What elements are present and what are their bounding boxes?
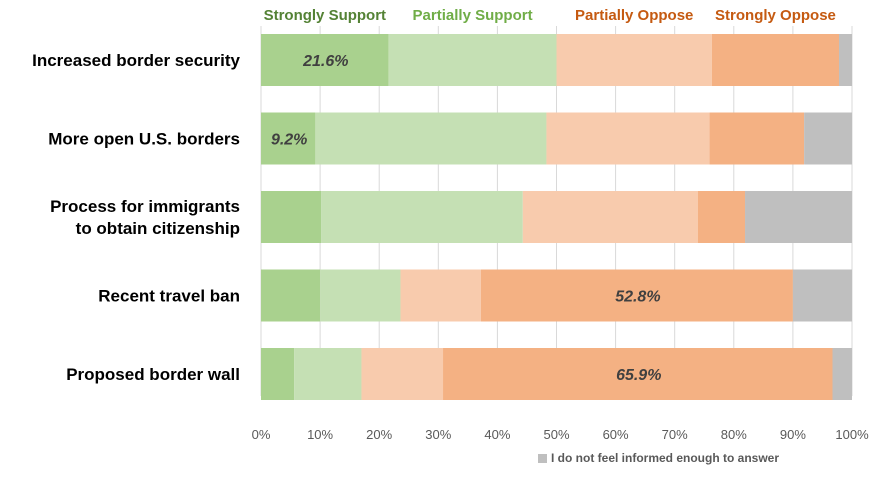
bar-segment: [315, 112, 547, 165]
category-label: Increased border security: [32, 51, 240, 70]
x-tick-label: 70%: [662, 427, 688, 442]
x-tick-label: 60%: [603, 427, 629, 442]
bar-segment: [832, 348, 852, 400]
x-tick-label: 10%: [307, 427, 333, 442]
x-tick-label: 50%: [543, 427, 569, 442]
bar-segment: [480, 269, 793, 322]
bar-segment: [294, 348, 362, 400]
bar-segment: [709, 112, 805, 165]
data-label: 9.2%: [271, 132, 307, 149]
bar-segment: [388, 34, 557, 86]
data-label: 21.6%: [302, 53, 348, 70]
x-tick-label: 0%: [252, 427, 271, 442]
legend-label: I do not feel informed enough to answer: [551, 451, 779, 465]
data-label: 52.8%: [615, 289, 660, 306]
bar-segment: [443, 348, 833, 400]
bar-segment: [546, 112, 710, 165]
category-label: More open U.S. borders: [48, 130, 240, 149]
x-tick-label: 100%: [835, 427, 869, 442]
data-labels: 21.6% 9.2% 52.8% 65.9%: [271, 53, 661, 384]
x-axis-ticks: 0% 10% 20% 30% 40% 50% 60% 70% 80% 90% 100%: [252, 427, 869, 442]
bar-segment: [321, 191, 523, 243]
category-label: Recent travel ban: [98, 287, 240, 306]
bar-segment: [711, 34, 839, 86]
bar-segment: [804, 112, 852, 165]
bar-segment: [697, 191, 746, 243]
bar-segment: [522, 191, 698, 243]
bar-segment: [556, 34, 712, 86]
bar-segment: [361, 348, 444, 400]
bar-segment: [838, 34, 852, 86]
bars: [261, 34, 852, 400]
category-labels: Increased border security More open U.S. …: [32, 51, 240, 384]
x-tick-label: 90%: [780, 427, 806, 442]
x-tick-label: 20%: [366, 427, 392, 442]
bar-segment: [261, 269, 321, 322]
x-tick-label: 80%: [721, 427, 747, 442]
category-label: to obtain citizenship: [76, 219, 240, 238]
category-label: Proposed border wall: [66, 365, 240, 384]
segment-header: Partially Support: [413, 7, 533, 24]
bar-segment: [745, 191, 852, 243]
bar-segment: [261, 112, 316, 165]
legend-swatch: [538, 454, 547, 463]
data-label: 65.9%: [616, 367, 661, 384]
legend: I do not feel informed enough to answer: [538, 451, 779, 465]
segment-header: Strongly Support: [264, 7, 387, 24]
x-tick-label: 40%: [484, 427, 510, 442]
bar-segment: [792, 269, 852, 322]
bar-segment: [400, 269, 481, 322]
bar-segment: [261, 34, 389, 86]
bar-segment: [320, 269, 401, 322]
bar-segment: [261, 191, 322, 243]
x-tick-label: 30%: [425, 427, 451, 442]
segment-header: Strongly Oppose: [715, 7, 836, 24]
segment-header: Partially Oppose: [575, 7, 693, 24]
bar-segment: [261, 348, 295, 400]
segment-headers: Strongly Support Partially Support Partial…: [264, 7, 836, 24]
category-label: Process for immigrants: [50, 197, 240, 216]
